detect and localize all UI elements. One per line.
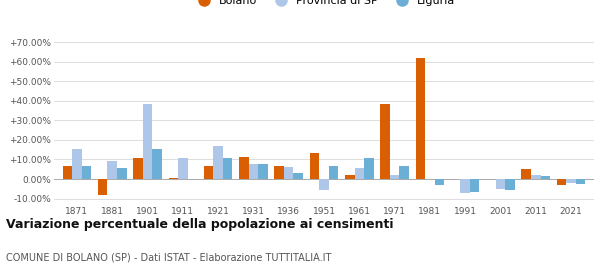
Bar <box>258 164 268 179</box>
Bar <box>460 179 470 193</box>
Bar <box>541 176 550 179</box>
Bar <box>169 178 178 179</box>
Bar <box>204 166 214 179</box>
Bar <box>390 175 400 179</box>
Bar <box>117 168 127 179</box>
Bar <box>223 158 232 179</box>
Bar <box>566 179 576 183</box>
Bar <box>98 179 107 195</box>
Legend: Bolano, Provincia di SP, Liguria: Bolano, Provincia di SP, Liguria <box>189 0 459 10</box>
Bar <box>521 169 531 179</box>
Text: COMUNE DI BOLANO (SP) - Dati ISTAT - Elaborazione TUTTITALIA.IT: COMUNE DI BOLANO (SP) - Dati ISTAT - Ela… <box>6 252 331 262</box>
Bar <box>364 158 374 179</box>
Bar <box>284 167 293 179</box>
Bar <box>557 179 566 185</box>
Bar <box>416 58 425 179</box>
Bar <box>248 164 258 179</box>
Bar <box>355 168 364 179</box>
Bar <box>274 166 284 179</box>
Text: Variazione percentuale della popolazione ai censimenti: Variazione percentuale della popolazione… <box>6 218 394 231</box>
Bar <box>329 166 338 179</box>
Bar <box>143 104 152 179</box>
Bar <box>293 173 303 179</box>
Bar <box>496 179 505 189</box>
Bar <box>178 158 188 179</box>
Bar <box>470 179 479 192</box>
Bar <box>62 166 72 179</box>
Bar <box>505 179 515 190</box>
Bar <box>107 162 117 179</box>
Bar <box>133 158 143 179</box>
Bar <box>434 179 444 185</box>
Bar <box>214 146 223 179</box>
Bar <box>239 157 248 179</box>
Bar <box>531 175 541 179</box>
Bar <box>345 175 355 179</box>
Bar <box>380 104 390 179</box>
Bar <box>82 166 91 179</box>
Bar <box>152 149 162 179</box>
Bar <box>319 179 329 190</box>
Bar <box>310 153 319 179</box>
Bar <box>72 149 82 179</box>
Bar <box>400 166 409 179</box>
Bar <box>576 179 586 184</box>
